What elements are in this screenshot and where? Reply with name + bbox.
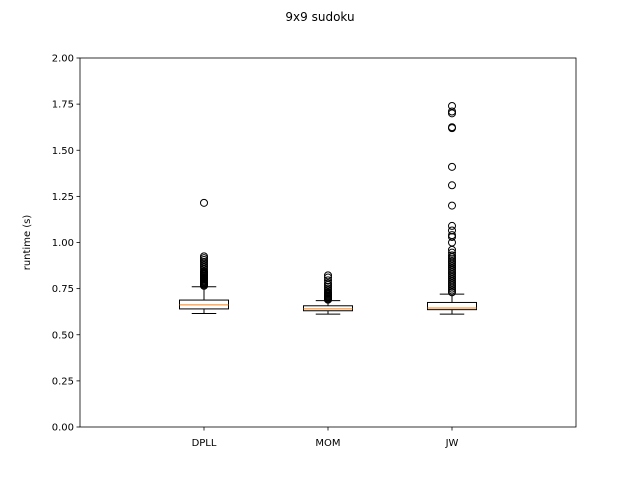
outlier-point bbox=[324, 279, 332, 288]
y-tick-label: 0.75 bbox=[52, 284, 74, 295]
plot-area: 0.00 0.25 0.50 0.75 1.00 1.25 1.50 1.75 2.00 DPLL… bbox=[52, 54, 577, 449]
outlier-point bbox=[448, 123, 456, 132]
outlier-point bbox=[448, 221, 456, 230]
outlier-point bbox=[448, 248, 456, 257]
outlier-point bbox=[324, 273, 332, 282]
outlier-point bbox=[448, 231, 456, 240]
outlier-point bbox=[324, 276, 332, 285]
outlier-point bbox=[448, 251, 456, 260]
y-tick-label: 1.75 bbox=[52, 100, 74, 111]
axes-frame bbox=[79, 57, 577, 428]
outlier-point bbox=[448, 201, 456, 210]
y-tick-label: 0.25 bbox=[52, 376, 74, 387]
y-tick-label: 1.50 bbox=[52, 146, 74, 157]
outlier-point bbox=[200, 252, 208, 261]
outlier-point bbox=[448, 101, 456, 110]
x-tick-label: MOM bbox=[315, 438, 340, 449]
outlier-point bbox=[448, 226, 456, 235]
y-tick-label: 1.25 bbox=[52, 192, 74, 203]
y-tick-label: 0.50 bbox=[52, 330, 74, 341]
y-tick-label: 1.00 bbox=[52, 238, 74, 249]
outlier-point bbox=[200, 198, 208, 207]
y-tick-label: 0.00 bbox=[52, 423, 74, 434]
outlier-point bbox=[324, 271, 332, 280]
y-axis-label: runtime (s) bbox=[22, 215, 33, 271]
x-tick-label: DPLL bbox=[192, 438, 217, 449]
chart-title: 9x9 sudoku bbox=[285, 10, 354, 24]
box-iqr bbox=[427, 301, 477, 311]
y-tick-label: 2.00 bbox=[52, 54, 74, 65]
outlier-point bbox=[448, 107, 456, 116]
outlier-point bbox=[448, 181, 456, 190]
x-tick-label: JW bbox=[445, 438, 459, 449]
outlier-point bbox=[448, 162, 456, 171]
box-iqr bbox=[303, 305, 353, 312]
